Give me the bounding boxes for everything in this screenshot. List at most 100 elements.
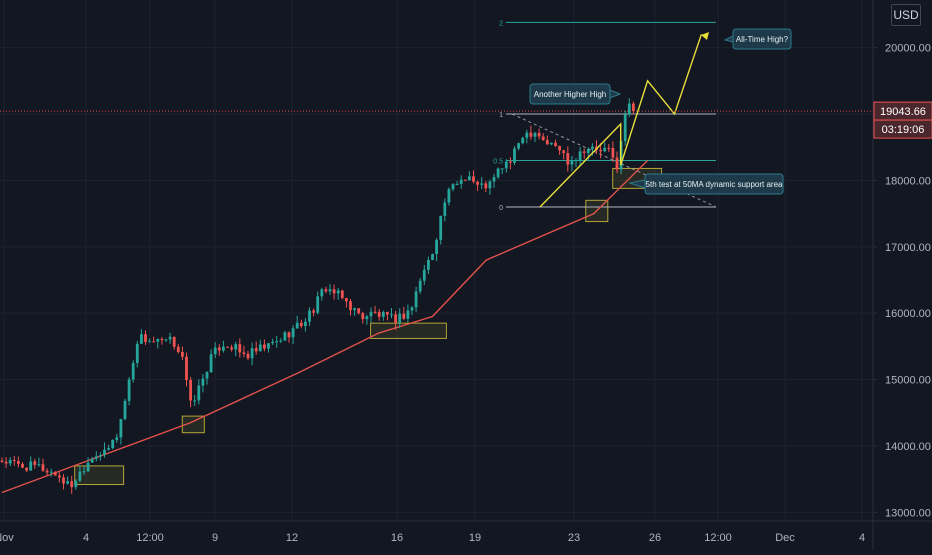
candle-body[interactable] — [545, 140, 549, 145]
candle-body[interactable] — [611, 148, 615, 158]
candle[interactable] — [160, 337, 164, 345]
candle[interactable] — [484, 180, 488, 193]
candle-body[interactable] — [12, 459, 16, 462]
candle-body[interactable] — [541, 136, 545, 141]
candle-body[interactable] — [574, 160, 578, 162]
candle[interactable] — [271, 338, 274, 345]
candle[interactable] — [12, 455, 16, 466]
candle-body[interactable] — [74, 480, 78, 488]
candle-body[interactable] — [21, 463, 24, 468]
candle-body[interactable] — [226, 346, 229, 348]
candle-body[interactable] — [258, 344, 262, 352]
candle[interactable] — [562, 149, 566, 160]
candle-body[interactable] — [189, 380, 192, 401]
candle[interactable] — [58, 472, 61, 483]
candle-body[interactable] — [99, 455, 102, 457]
candle-body[interactable] — [361, 313, 365, 320]
candle[interactable] — [570, 155, 574, 172]
candle-body[interactable] — [390, 314, 393, 316]
candle-body[interactable] — [533, 133, 537, 137]
candle-body[interactable] — [107, 448, 110, 450]
candle[interactable] — [476, 180, 479, 191]
candle-body[interactable] — [254, 348, 258, 352]
candle[interactable] — [312, 308, 315, 317]
candle[interactable] — [349, 298, 352, 316]
candle-body[interactable] — [45, 470, 49, 473]
candle[interactable] — [258, 339, 262, 352]
candle-body[interactable] — [33, 461, 37, 465]
candle-body[interactable] — [144, 334, 147, 342]
candle-body[interactable] — [176, 346, 180, 352]
candle[interactable] — [427, 256, 430, 275]
candle[interactable] — [455, 181, 459, 186]
candle[interactable] — [574, 157, 578, 168]
candle-body[interactable] — [525, 132, 529, 138]
candle[interactable] — [381, 310, 385, 321]
candle-body[interactable] — [181, 351, 184, 357]
candle[interactable] — [279, 338, 283, 344]
candle[interactable] — [135, 340, 139, 368]
candle[interactable] — [287, 331, 291, 343]
candle[interactable] — [283, 330, 287, 342]
candle[interactable] — [328, 284, 332, 296]
candle-body[interactable] — [37, 464, 41, 466]
candle-body[interactable] — [332, 289, 336, 294]
candle-body[interactable] — [222, 346, 225, 351]
candle[interactable] — [209, 349, 213, 374]
candle-body[interactable] — [381, 311, 385, 317]
candle[interactable] — [49, 468, 53, 477]
candle-body[interactable] — [558, 146, 561, 151]
candle-body[interactable] — [377, 311, 381, 317]
candle[interactable] — [189, 376, 192, 408]
candle-body[interactable] — [8, 459, 12, 464]
candle[interactable] — [254, 341, 258, 355]
candle[interactable] — [480, 176, 484, 190]
candle-body[interactable] — [492, 177, 496, 182]
candle-body[interactable] — [70, 481, 74, 488]
candle-body[interactable] — [283, 332, 287, 341]
candle[interactable] — [500, 168, 504, 175]
candle-body[interactable] — [578, 151, 582, 161]
candle[interactable] — [451, 183, 455, 192]
candle-body[interactable] — [468, 176, 471, 181]
candle[interactable] — [234, 341, 238, 357]
candle[interactable] — [295, 315, 299, 329]
candle[interactable] — [336, 287, 340, 300]
candle[interactable] — [353, 307, 356, 316]
candle[interactable] — [37, 457, 41, 467]
candle[interactable] — [603, 142, 607, 153]
candle[interactable] — [226, 346, 229, 348]
candle-body[interactable] — [324, 289, 328, 292]
candle-body[interactable] — [168, 336, 172, 340]
candle[interactable] — [86, 457, 90, 473]
candle[interactable] — [74, 479, 78, 490]
candle[interactable] — [123, 398, 127, 421]
candle[interactable] — [472, 170, 475, 184]
candle-body[interactable] — [209, 354, 213, 373]
candle-body[interactable] — [160, 339, 164, 341]
candle[interactable] — [213, 342, 217, 358]
candle-body[interactable] — [308, 310, 311, 322]
candle-body[interactable] — [94, 456, 98, 459]
candle[interactable] — [164, 338, 168, 342]
candle-body[interactable] — [451, 184, 455, 190]
candle[interactable] — [414, 286, 418, 313]
candle-body[interactable] — [435, 239, 438, 255]
candle-body[interactable] — [234, 344, 238, 350]
candle-body[interactable] — [418, 280, 422, 292]
candle-body[interactable] — [369, 311, 373, 317]
candle-body[interactable] — [554, 142, 557, 147]
candle[interactable] — [320, 287, 324, 301]
candle-body[interactable] — [349, 301, 352, 311]
candle-body[interactable] — [586, 148, 590, 153]
candle[interactable] — [468, 171, 471, 181]
candle-body[interactable] — [566, 153, 570, 165]
candle-body[interactable] — [78, 471, 82, 481]
candle[interactable] — [611, 141, 615, 162]
candle[interactable] — [369, 307, 373, 323]
candle[interactable] — [357, 307, 361, 315]
candle-body[interactable] — [279, 340, 283, 342]
candle[interactable] — [492, 173, 496, 188]
candle-body[interactable] — [529, 132, 533, 137]
candle-body[interactable] — [509, 161, 512, 163]
